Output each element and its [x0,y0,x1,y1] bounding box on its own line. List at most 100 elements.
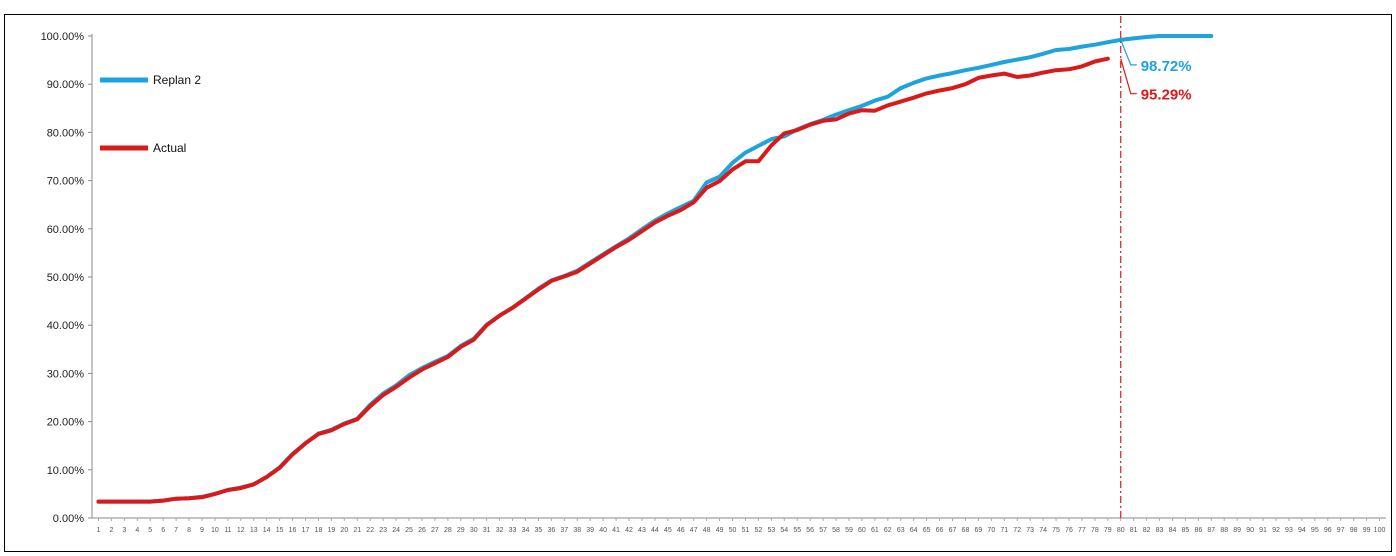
annotation-leader-actual [1120,58,1137,95]
x-tick-label: 8 [187,527,191,534]
x-tick-label: 14 [263,527,271,534]
x-tick-label: 59 [845,527,853,534]
x-tick-label: 37 [560,527,568,534]
x-tick-label: 20 [340,527,348,534]
y-tick-label: 30.00% [47,368,85,380]
y-tick-label: 100.00% [41,31,85,43]
x-tick-label: 31 [483,527,491,534]
x-tick-label: 94 [1298,527,1306,534]
x-tick-label: 62 [884,527,892,534]
x-tick-label: 85 [1182,527,1190,534]
x-tick-label: 86 [1194,527,1202,534]
y-axis: 0.00% 10.00% 20.00% 30.00% 40.00% 50.00% 60.00… [41,31,93,525]
x-tick-label: 84 [1169,527,1177,534]
x-tick-label: 71 [1000,527,1008,534]
x-tick-label: 51 [742,527,750,534]
x-tick-label: 26 [418,527,426,534]
x-tick-label: 90 [1246,527,1254,534]
end-value-label-replan-2: 98.72% [1141,58,1192,75]
x-tick-label: 38 [573,527,581,534]
x-tick-label: 99 [1363,527,1371,534]
legend: Replan 2 Actual [100,73,201,155]
x-tick-label: 92 [1272,527,1280,534]
x-tick-label: 25 [405,527,413,534]
y-tick-label: 80.00% [47,127,85,139]
x-tick-label: 67 [949,527,957,534]
x-tick-label: 79 [1104,527,1112,534]
y-tick-label: 90.00% [47,79,85,91]
x-tick-label: 61 [871,527,879,534]
x-tick-label: 28 [444,527,452,534]
x-tick-label: 52 [755,527,763,534]
x-tick-label: 41 [612,527,620,534]
x-tick-label: 36 [547,527,555,534]
x-tick-label: 97 [1337,527,1345,534]
x-tick-label: 30 [470,527,478,534]
x-tick-label: 13 [250,527,258,534]
x-tick-label: 10 [211,527,219,534]
x-tick-label: 53 [767,527,775,534]
x-tick-label: 100 [1374,527,1386,534]
x-tick-label: 57 [819,527,827,534]
x-tick-label: 33 [509,527,517,534]
y-tick-label: 0.00% [53,513,84,525]
x-tick-label: 34 [522,527,530,534]
x-tick-label: 1 [97,527,101,534]
x-tick-label: 66 [936,527,944,534]
y-tick-label: 60.00% [47,224,85,236]
x-tick-label: 76 [1065,527,1073,534]
x-tick-label: 42 [625,527,633,534]
x-tick-label: 17 [302,527,310,534]
x-tick-label: 15 [276,527,284,534]
x-tick-label: 72 [1013,527,1021,534]
y-tick-label: 20.00% [47,417,85,429]
y-tick-label: 10.00% [47,465,85,477]
x-tick-label: 89 [1233,527,1241,534]
x-tick-label: 9 [200,527,204,534]
x-tick-label: 48 [703,527,711,534]
series-line-replan-2 [96,34,1214,504]
x-tick-label: 64 [910,527,918,534]
x-tick-label: 24 [392,527,400,534]
x-tick-label: 3 [122,527,126,534]
x-tick-label: 11 [224,527,231,534]
x-tick-label: 81 [1130,527,1138,534]
x-tick-label: 18 [315,527,323,534]
x-tick-label: 95 [1311,527,1319,534]
x-tick-label: 7 [174,527,178,534]
series-line-actual [96,56,1110,504]
x-tick-label: 78 [1091,527,1099,534]
x-tick-label: 6 [161,527,165,534]
chart-frame [4,14,1392,552]
x-tick-label: 50 [729,527,737,534]
x-tick-label: 47 [690,527,698,534]
x-tick-label: 12 [237,527,245,534]
x-tick-label: 23 [379,527,387,534]
x-tick-label: 74 [1039,527,1047,534]
annotation-leader-replan-2 [1120,39,1137,66]
x-tick-label: 88 [1220,527,1228,534]
x-tick-label: 16 [289,527,297,534]
y-tick-label: 50.00% [47,272,85,284]
x-tick-label: 96 [1324,527,1332,534]
x-tick-label: 29 [457,527,465,534]
x-tick-label: 91 [1259,527,1267,534]
x-tick-label: 93 [1285,527,1293,534]
y-tick-label: 70.00% [47,176,85,188]
legend-label-replan-2: Replan 2 [153,73,201,87]
x-tick-label: 56 [806,527,814,534]
x-tick-label: 27 [431,527,439,534]
x-tick-label: 82 [1143,527,1151,534]
x-tick-label: 75 [1052,527,1060,534]
x-tick-label: 69 [974,527,982,534]
x-tick-label: 58 [832,527,840,534]
x-tick-label: 68 [962,527,970,534]
x-tick-label: 77 [1078,527,1086,534]
end-value-label-actual: 95.29% [1141,87,1192,104]
x-tick-label: 39 [586,527,594,534]
x-tick-label: 45 [664,527,672,534]
annotation-layer: 98.72% 95.29% [1120,39,1192,104]
x-tick-label: 46 [677,527,685,534]
x-tick-label: 44 [651,527,659,534]
